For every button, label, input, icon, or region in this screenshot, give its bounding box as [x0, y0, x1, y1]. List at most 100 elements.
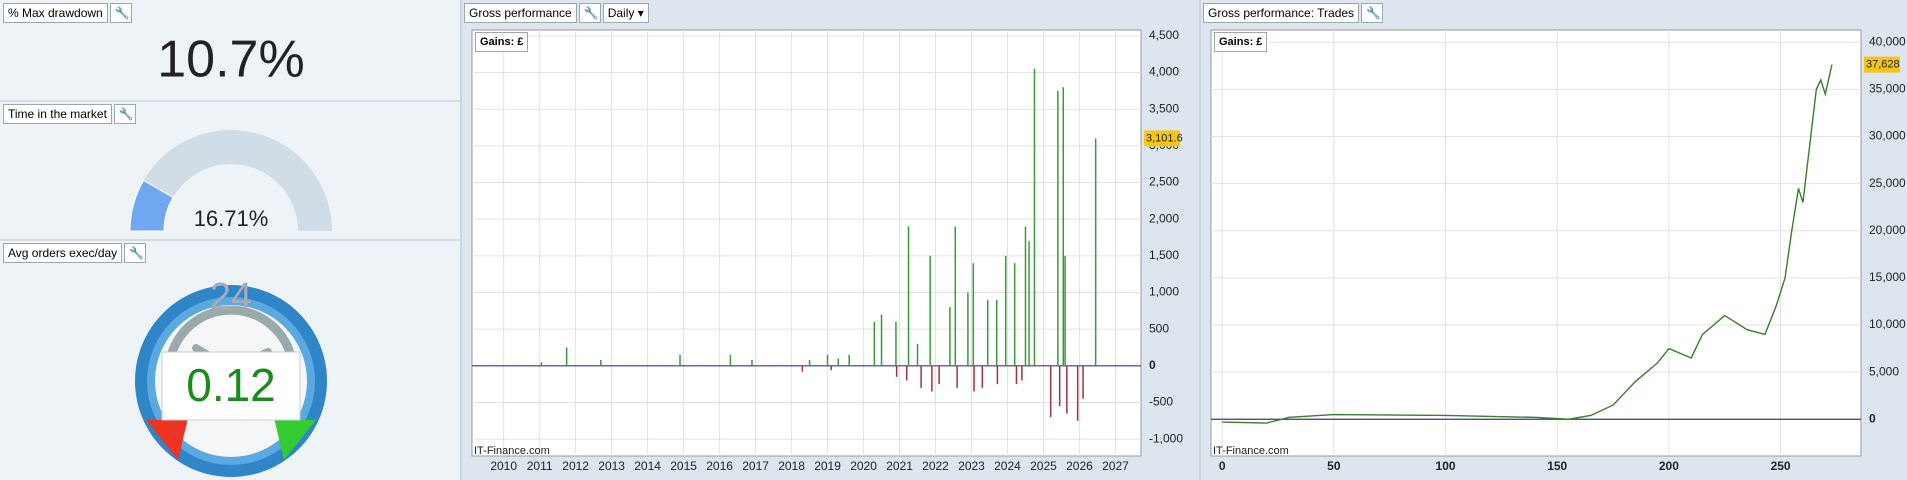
settings-button[interactable]: 🔧 — [109, 3, 132, 23]
y-tick-label: 4,500 — [1149, 28, 1179, 42]
header-title: Gross performance — [464, 3, 577, 23]
widget-header: % Max drawdown 🔧 — [3, 3, 132, 23]
bar — [895, 321, 897, 366]
y-tick-label: -1,000 — [1149, 431, 1183, 445]
x-tick-label: 2015 — [670, 459, 697, 473]
y-tick-label: 25,000 — [1869, 176, 1906, 190]
bar — [880, 314, 883, 366]
bar — [967, 292, 969, 366]
y-tick-label: 40,000 — [1869, 34, 1906, 48]
x-tick-label: 250 — [1771, 459, 1791, 473]
watermark: IT-Finance.com — [1213, 445, 1289, 457]
bar — [949, 307, 951, 366]
clock-icon — [135, 285, 327, 477]
bar — [1062, 87, 1065, 366]
period-select[interactable]: Daily ▾ — [602, 3, 649, 23]
bar — [995, 299, 998, 366]
orders-value: 0.12 — [186, 359, 276, 411]
y-tick-label: 500 — [1149, 321, 1169, 335]
last-value-marker — [1864, 56, 1900, 73]
last-value-label: 3,101.6 — [1146, 132, 1183, 144]
bar — [873, 321, 876, 366]
bar — [1064, 255, 1066, 366]
bar — [996, 365, 999, 385]
x-tick-label: 2024 — [994, 459, 1021, 473]
bar — [981, 365, 984, 388]
bar — [920, 365, 922, 388]
x-tick-label: 2027 — [1102, 459, 1129, 473]
bar — [801, 365, 804, 372]
y-tick-label: 4,000 — [1149, 65, 1179, 79]
x-tick-label: 2020 — [850, 459, 877, 473]
header-title: Time in the market — [3, 104, 112, 124]
settings-button[interactable]: 🔧 — [578, 3, 601, 23]
watermark: IT-Finance.com — [474, 445, 550, 457]
x-tick-label: 2014 — [634, 459, 661, 473]
settings-button[interactable]: 🔧 — [124, 243, 147, 263]
x-tick-label: 2013 — [598, 459, 625, 473]
bar — [565, 347, 568, 366]
x-tick-label: 2021 — [886, 459, 913, 473]
header-title: % Max drawdown — [3, 3, 108, 23]
bar — [1013, 263, 1016, 366]
y-tick-label: 10,000 — [1869, 317, 1906, 331]
x-tick-label: 0 — [1219, 459, 1226, 473]
x-tick-label: 200 — [1659, 459, 1679, 473]
bar — [972, 263, 975, 366]
bar — [1094, 138, 1097, 366]
bar — [729, 354, 732, 366]
widget-header: Gross performance: Trades 🔧 — [1203, 3, 1384, 23]
y-tick-label: 35,000 — [1869, 82, 1906, 96]
widget-header: Gross performance 🔧 Daily ▾ — [464, 3, 649, 23]
bar — [679, 354, 681, 366]
bar — [751, 359, 753, 366]
y-tick-label: 15,000 — [1869, 270, 1906, 284]
bar — [929, 255, 931, 366]
line — [1222, 64, 1833, 424]
y-tick-label: 1,500 — [1149, 248, 1179, 262]
x-tick-label: 2017 — [742, 459, 769, 473]
clock-number: 24 — [210, 276, 252, 318]
last-value-label: 37,628 — [1866, 59, 1900, 71]
x-tick-label: 50 — [1327, 459, 1341, 473]
gauge-label: 16.71% — [194, 206, 269, 231]
bar — [1004, 255, 1007, 366]
x-tick-label: 2010 — [490, 459, 517, 473]
x-tick-label: 2016 — [706, 459, 733, 473]
gauge-fill — [129, 179, 174, 232]
bar — [848, 354, 850, 366]
unit-label: Gains: £ — [475, 32, 529, 52]
bar — [907, 226, 910, 366]
plot-area — [471, 29, 1142, 457]
bar — [808, 359, 811, 366]
x-tick-label: 2019 — [814, 459, 841, 473]
drawdown-value: 10.7% — [157, 31, 304, 89]
bar — [1058, 365, 1061, 407]
header-title: Avg orders exec/day — [3, 243, 123, 263]
bar — [1033, 68, 1036, 366]
x-tick-label: 2026 — [1066, 459, 1093, 473]
unit-box: Gains: £ — [1214, 32, 1268, 52]
bar — [826, 354, 829, 366]
y-tick-label: -500 — [1149, 395, 1173, 409]
period-text: Daily — [607, 6, 635, 20]
settings-button[interactable]: 🔧 — [113, 104, 136, 124]
y-tick-label: 0 — [1869, 411, 1876, 425]
y-tick-label: 1,000 — [1149, 285, 1179, 299]
widget-header: Time in the market 🔧 — [3, 104, 136, 124]
bar — [1076, 365, 1079, 421]
x-tick-label: 2025 — [1030, 459, 1057, 473]
bar — [956, 365, 958, 388]
settings-button[interactable]: 🔧 — [1361, 3, 1384, 23]
bar — [837, 358, 840, 366]
x-tick-label: 100 — [1436, 459, 1456, 473]
last-value-marker — [1144, 130, 1180, 147]
bar — [938, 365, 940, 385]
x-tick-label: 150 — [1547, 459, 1567, 473]
plot-area — [1210, 29, 1862, 457]
bar — [1066, 365, 1068, 414]
bar — [1021, 365, 1023, 381]
bar — [986, 299, 989, 366]
widget-header: Avg orders exec/day 🔧 — [3, 243, 147, 263]
y-tick-label: 20,000 — [1869, 223, 1906, 237]
